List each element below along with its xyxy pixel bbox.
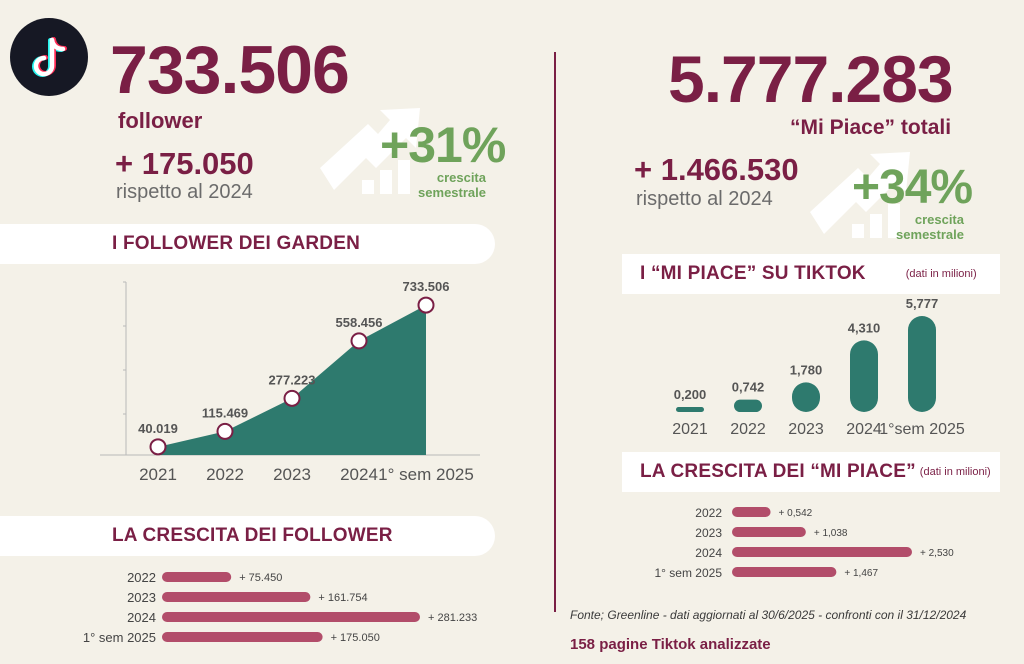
followers-delta-label: rispetto al 2024 xyxy=(116,181,253,203)
bar xyxy=(162,572,232,582)
followers-total: 733.506 xyxy=(110,32,350,108)
section-note: (dati in milioni) xyxy=(919,466,991,478)
likes-total: 5.777.283 xyxy=(668,42,954,116)
likes-delta-label: rispetto al 2024 xyxy=(636,188,773,210)
data-label: 277.223 xyxy=(269,372,316,387)
data-label: 0,742 xyxy=(732,380,765,395)
growth-arrow-icon xyxy=(320,108,420,194)
data-point xyxy=(216,422,234,440)
likes-bar-chart: 0,200 2021 0,742 2022 1,780 2023 4,310 2024 5,77… xyxy=(672,296,965,438)
section-followers-growth: LA CRESCITA DEI FOLLOWER xyxy=(0,516,495,556)
x-tick-label: 2022 xyxy=(730,421,766,438)
value-label: + 175.050 xyxy=(331,632,380,644)
data-label: 5,777 xyxy=(906,296,939,311)
category-label: 1° sem 2025 xyxy=(83,630,156,645)
likes-growth-label-2: semestrale xyxy=(896,227,964,242)
x-tick-label: 2021 xyxy=(672,421,708,438)
source-note: Fonte; Greenline - dati aggiornati al 30… xyxy=(570,608,967,622)
followers-growth-chart: 2022 + 75.450 2023 + 161.754 2024 + 281.233 1°… xyxy=(83,570,477,645)
x-tick-label: 2021 xyxy=(139,465,177,484)
likes-growth: +34% xyxy=(852,161,973,214)
category-label: 2022 xyxy=(695,506,722,520)
data-label: 0,200 xyxy=(674,387,707,402)
x-tick-label: 1°sem 2025 xyxy=(879,421,965,438)
value-label: + 161.754 xyxy=(318,592,367,604)
x-tick-label: 2024 xyxy=(340,465,378,484)
bar xyxy=(162,612,420,622)
bar xyxy=(908,316,936,412)
tiktok-icon xyxy=(32,37,67,77)
followers-area-chart: 40.019 2021 115.469 2022 277.223 2023 558.456 2… xyxy=(100,279,480,484)
bar xyxy=(162,592,311,602)
followers-growth-label-1: crescita xyxy=(436,170,486,185)
bar xyxy=(850,340,878,412)
category-label: 2023 xyxy=(127,590,156,605)
bar xyxy=(792,382,820,412)
x-tick-label: 1° sem 2025 xyxy=(378,465,474,484)
value-label: + 2,530 xyxy=(920,548,954,559)
value-label: + 281.233 xyxy=(428,612,477,624)
followers-label: follower xyxy=(118,108,203,133)
tiktok-logo xyxy=(10,18,88,96)
category-label: 2024 xyxy=(695,546,722,560)
bar xyxy=(676,407,704,412)
data-label: 733.506 xyxy=(403,279,450,294)
data-label: 4,310 xyxy=(848,320,881,335)
data-point xyxy=(283,389,301,407)
data-label: 115.469 xyxy=(202,405,248,420)
x-tick-label: 2023 xyxy=(273,465,311,484)
data-label: 40.019 xyxy=(138,421,178,436)
likes-growth-chart: 2022 + 0,542 2023 + 1,038 2024 + 2,530 1° sem … xyxy=(654,506,954,580)
likes-delta: + 1.466.530 xyxy=(634,152,799,187)
section-likes-growth: LA CRESCITA DEI “MI PIACE” (dati in mili… xyxy=(622,452,1000,492)
data-point xyxy=(149,438,167,456)
section-title: LA CRESCITA DEI FOLLOWER xyxy=(112,525,393,546)
followers-growth: +31% xyxy=(380,117,506,173)
growth-arrow-icon xyxy=(810,152,910,238)
data-label: 558.456 xyxy=(336,315,383,330)
divider xyxy=(554,52,556,612)
bar xyxy=(732,527,806,537)
likes-label: “Mi Piace” totali xyxy=(790,116,952,139)
bar xyxy=(734,399,762,412)
bar xyxy=(732,547,912,557)
bar xyxy=(732,507,771,517)
value-label: + 1,038 xyxy=(814,528,848,539)
followers-delta: + 175.050 xyxy=(115,146,254,181)
section-likes-chart: I “MI PIACE” SU TIKTOK (dati in milioni) xyxy=(622,254,1000,294)
section-note: (dati in milioni) xyxy=(905,268,977,280)
category-label: 1° sem 2025 xyxy=(654,566,722,580)
section-title: LA CRESCITA DEI “MI PIACE” xyxy=(640,461,916,482)
followers-growth-label-2: semestrale xyxy=(418,185,486,200)
bar xyxy=(732,567,837,577)
data-point xyxy=(350,332,368,350)
x-tick-label: 2024 xyxy=(846,421,882,438)
category-label: 2023 xyxy=(695,526,722,540)
x-tick-label: 2023 xyxy=(788,421,824,438)
category-label: 2024 xyxy=(127,610,156,625)
value-label: + 1,467 xyxy=(844,568,878,579)
likes-growth-label-1: crescita xyxy=(914,212,964,227)
x-tick-label: 2022 xyxy=(206,465,244,484)
section-followers-chart: I FOLLOWER DEI GARDEN xyxy=(0,224,495,264)
section-title: I FOLLOWER DEI GARDEN xyxy=(112,233,361,254)
data-label: 1,780 xyxy=(790,362,823,377)
data-point xyxy=(417,296,435,314)
section-title: I “MI PIACE” SU TIKTOK xyxy=(640,263,866,284)
value-label: + 0,542 xyxy=(779,508,813,519)
bar xyxy=(162,632,323,642)
pages-analyzed: 158 pagine Tiktok analizzate xyxy=(570,636,771,653)
value-label: + 75.450 xyxy=(239,572,282,584)
category-label: 2022 xyxy=(127,570,156,585)
